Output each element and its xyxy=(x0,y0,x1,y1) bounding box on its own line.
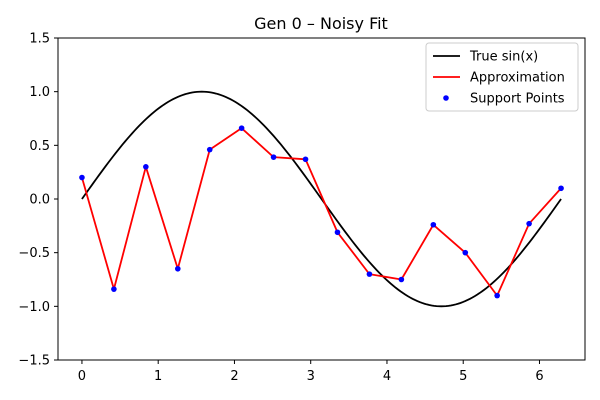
y-tick-label: 1.5 xyxy=(29,32,50,47)
x-axis: 0 1 2 3 4 5 6 xyxy=(78,360,544,384)
y-tick-label: 1.0 xyxy=(29,85,50,100)
legend-box xyxy=(425,42,579,112)
support-point xyxy=(366,271,373,277)
support-point xyxy=(302,156,309,163)
x-tick-label: 6 xyxy=(535,369,543,384)
y-axis: −1.5 −1.0 −0.5 0.0 0.5 1.0 1.5 xyxy=(18,32,58,369)
support-point xyxy=(79,174,85,181)
chart-title: Gen 0 – Noisy Fit xyxy=(254,14,388,33)
support-point xyxy=(430,221,437,228)
support-point xyxy=(143,164,149,170)
support-point xyxy=(526,220,532,227)
x-tick-label: 1 xyxy=(154,369,162,384)
legend: True sin(x) Approximation Support Points xyxy=(425,42,579,112)
legend-label: True sin(x) xyxy=(469,50,538,65)
legend-label: Support Points xyxy=(470,92,565,107)
legend-label: Approximation xyxy=(470,71,565,86)
plot-area xyxy=(79,90,564,308)
y-tick-label: −1.5 xyxy=(18,354,50,369)
x-tick-label: 2 xyxy=(230,369,238,384)
x-tick-label: 0 xyxy=(78,369,86,384)
support-point xyxy=(494,292,500,299)
series-line-approximation xyxy=(81,127,562,297)
support-point xyxy=(238,125,245,131)
legend-marker-scatter xyxy=(443,95,449,101)
x-tick-label: 5 xyxy=(459,369,467,384)
y-tick-label: 0.5 xyxy=(29,139,50,154)
x-tick-label: 3 xyxy=(307,369,315,384)
support-point xyxy=(334,229,341,236)
support-point xyxy=(558,185,564,192)
y-tick-label: −0.5 xyxy=(18,246,50,261)
y-tick-label: 0.0 xyxy=(29,193,50,208)
support-point xyxy=(270,154,277,160)
support-point xyxy=(174,265,181,272)
support-point xyxy=(111,286,117,292)
support-point xyxy=(206,146,213,153)
support-point xyxy=(462,249,469,256)
series-line-true-sin xyxy=(81,90,562,308)
y-tick-label: −1.0 xyxy=(18,300,50,315)
x-tick-label: 4 xyxy=(383,369,391,384)
support-point xyxy=(398,276,405,283)
